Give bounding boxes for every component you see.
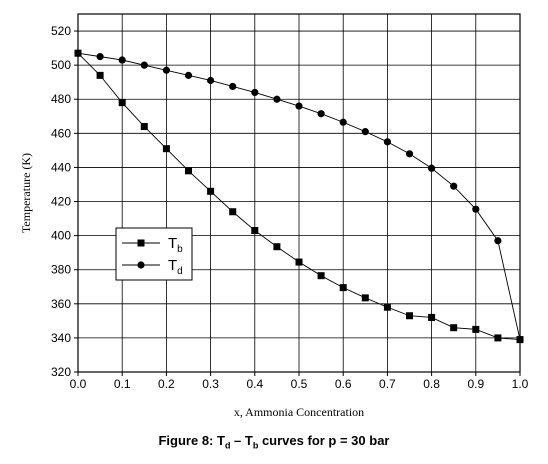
series-Td (74, 49, 524, 344)
caption-middle: – T (230, 433, 253, 448)
legend-label-main: T (168, 235, 177, 252)
data-point (162, 145, 170, 153)
y-tick-label: 420 (51, 195, 71, 209)
data-point (207, 76, 215, 85)
y-tick-label: 340 (51, 331, 71, 345)
y-tick-label: 500 (51, 58, 71, 72)
data-point (140, 61, 148, 69)
data-point (295, 258, 303, 266)
x-tick-label: 0.1 (114, 377, 131, 391)
y-tick-label: 440 (51, 160, 71, 174)
data-point (96, 53, 104, 61)
data-point (229, 208, 237, 216)
y-tick-label: 380 (51, 263, 71, 277)
data-point (494, 237, 502, 245)
figure-caption: Figure 8: Td – Tb curves for p = 30 bar (0, 433, 548, 451)
x-tick-label: 0.4 (246, 377, 263, 391)
data-point (405, 150, 414, 158)
legend-label-sub: d (177, 266, 183, 277)
legend-label: Td (168, 257, 183, 277)
x-tick-label: 0.0 (70, 377, 87, 391)
data-point (295, 102, 303, 110)
x-tick-label: 0.5 (291, 377, 308, 391)
legend-marker (137, 261, 145, 269)
x-tick-label: 1.0 (512, 377, 529, 391)
data-point (251, 227, 259, 235)
x-tick-label: 0.3 (202, 377, 219, 391)
data-point (383, 138, 391, 146)
data-point (339, 118, 347, 126)
x-tick-label: 0.6 (335, 377, 352, 391)
data-point (317, 110, 325, 118)
legend-label-sub: b (177, 244, 183, 255)
data-point (96, 71, 104, 79)
data-point (162, 66, 170, 74)
data-point (184, 71, 193, 79)
x-tick-label: 0.7 (379, 377, 396, 391)
data-point (185, 167, 192, 175)
y-tick-label: 480 (51, 92, 71, 106)
data-point (74, 49, 82, 57)
y-tick-label: 320 (51, 365, 71, 379)
data-point (273, 95, 281, 103)
data-point (118, 99, 126, 107)
data-point (361, 128, 369, 136)
data-point (450, 182, 458, 190)
data-point (118, 56, 126, 64)
caption-sub-d: d (224, 440, 231, 451)
series (74, 49, 524, 344)
data-point (140, 123, 148, 131)
data-point (229, 82, 237, 91)
caption-sub-b: b (252, 440, 259, 451)
data-point (472, 205, 480, 213)
x-tick-label: 0.9 (467, 377, 484, 391)
x-tick-label: 0.2 (158, 377, 175, 391)
axis-ticks: 0.0 0.1 0.2 0.3 0.4 0.5 0.6 0.7 0.8 0.9 1.0 320 340 3… (51, 24, 529, 391)
legend-label: Tb (168, 235, 183, 255)
caption-prefix: Figure 8: T (158, 433, 225, 448)
y-tick-label: 460 (51, 126, 71, 140)
data-point (428, 313, 436, 321)
data-point (273, 243, 281, 251)
data-point (207, 187, 215, 195)
data-point (361, 294, 369, 302)
data-point (494, 334, 502, 342)
data-point (317, 272, 325, 280)
data-point (383, 303, 391, 311)
y-axis-title: Temperature (K) (19, 153, 33, 233)
legend-box (115, 227, 193, 281)
legend-label-main: T (168, 257, 177, 274)
data-point (428, 164, 436, 172)
y-tick-label: 520 (51, 24, 71, 38)
y-tick-label: 400 (51, 229, 71, 243)
data-point (251, 88, 259, 97)
data-point (472, 325, 480, 333)
caption-suffix: curves for p = 30 bar (258, 433, 390, 448)
legend-marker (137, 239, 145, 247)
data-point (406, 312, 413, 320)
y-tick-label: 360 (51, 297, 71, 311)
data-point (516, 336, 524, 344)
x-axis-title: x, Ammonia Concentration (234, 405, 364, 419)
data-point (339, 284, 347, 292)
x-tick-label: 0.8 (423, 377, 440, 391)
data-point (450, 324, 458, 332)
chart: 0.0 0.1 0.2 0.3 0.4 0.5 0.6 0.7 0.8 0.9 1.0 320 340 3… (19, 13, 529, 419)
